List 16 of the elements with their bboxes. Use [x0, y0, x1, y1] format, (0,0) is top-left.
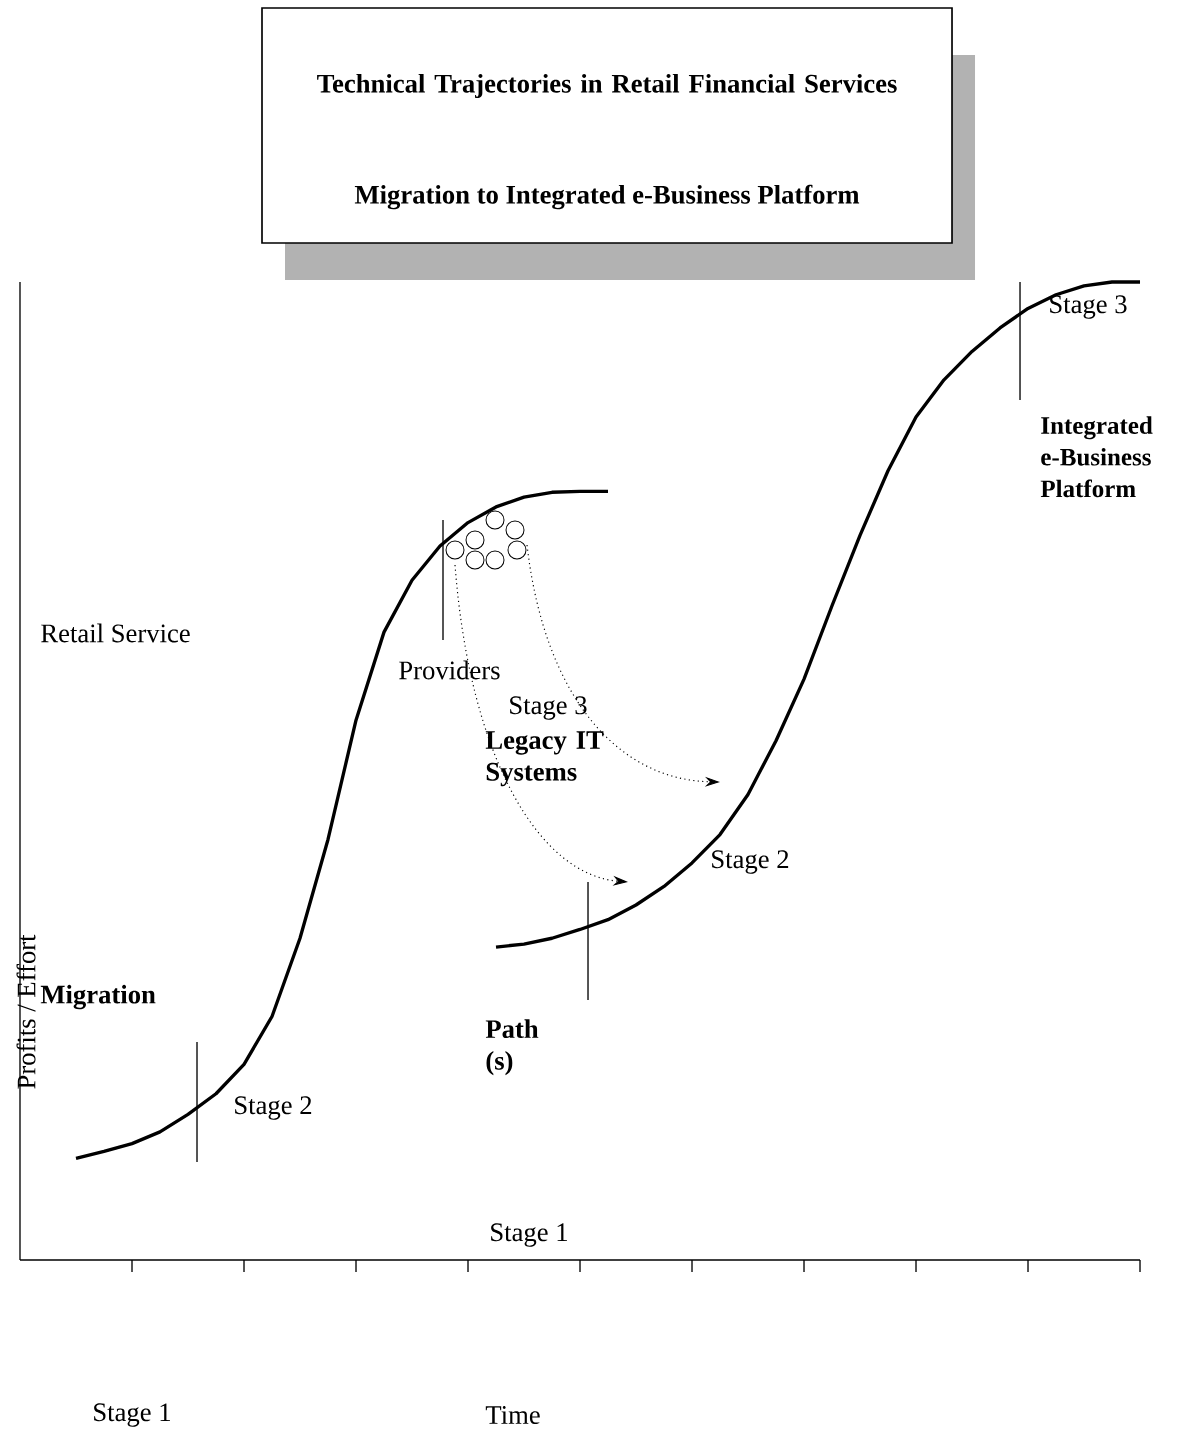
annotation: Providers [399, 660, 500, 680]
text: Time [485, 1406, 540, 1424]
annotation: Stage 3 [510, 696, 587, 720]
y-axis-title: Profits / Effort [16, 934, 36, 1089]
annotation: Migration [40, 984, 156, 1010]
text: Stage 1 [94, 1403, 170, 1427]
annotation: Stage 3 [1050, 295, 1127, 319]
annotation: Path (s) [485, 1019, 539, 1076]
chart-title: Technical Trajectories in Retail Financial Services [317, 73, 897, 99]
annotation: Legacy IT Systems [485, 731, 604, 787]
chart-subtitle: Migration to Integrated e-Business Platform [354, 184, 860, 210]
annotation: Stage 2 [235, 1096, 312, 1120]
annotation: Stage 1 [491, 1223, 567, 1247]
annotation: Stage 2 [712, 850, 789, 874]
annotation: Retail Service [41, 623, 190, 643]
annotation: Integrated e-Business Platform [1040, 416, 1153, 498]
